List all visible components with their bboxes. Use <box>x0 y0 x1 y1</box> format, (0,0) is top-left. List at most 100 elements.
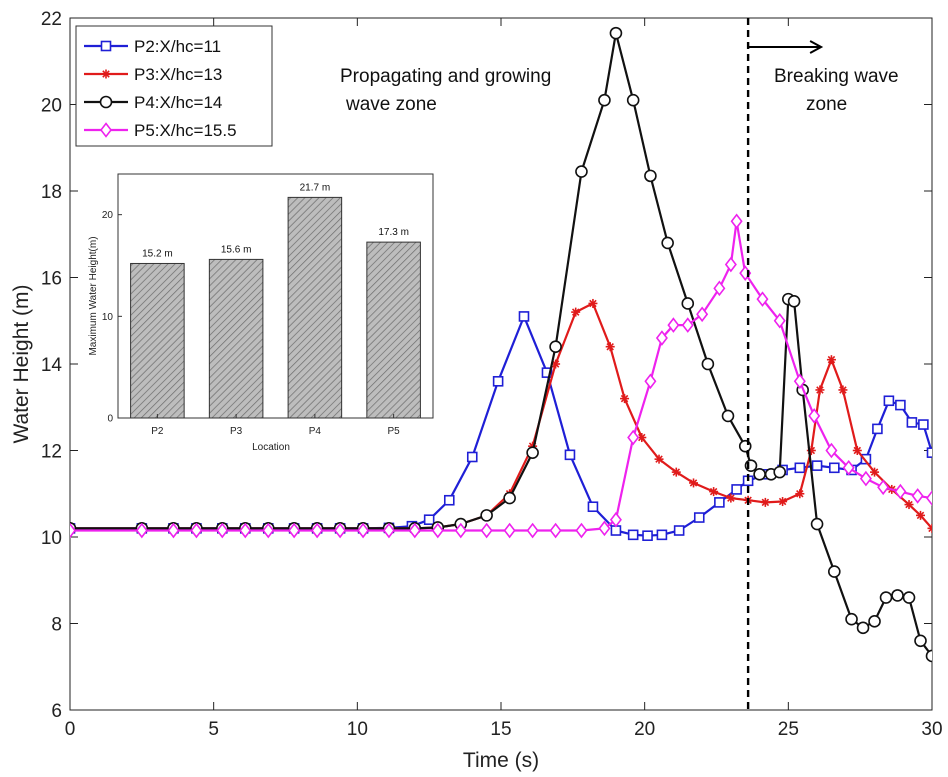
data-point <box>503 491 516 505</box>
legend-entry: P3:X/hc=13 <box>84 65 222 84</box>
x-axis: 0 5 10 15 20 25 30 <box>65 18 943 740</box>
y-tick-label: 14 <box>41 355 63 376</box>
data-point <box>894 483 907 500</box>
legend-entry: P2:X/hc=11 <box>84 37 221 56</box>
data-point <box>872 423 883 435</box>
legend-label: P2:X/hc=11 <box>134 37 221 56</box>
data-point <box>644 373 657 390</box>
data-point <box>382 522 395 539</box>
data-point <box>609 511 622 528</box>
data-point <box>756 291 769 307</box>
data-point <box>605 342 615 352</box>
y-axis: 6 8 10 12 14 16 18 20 22 <box>41 9 932 722</box>
data-point <box>609 26 623 40</box>
data-point <box>480 522 493 539</box>
data-point <box>838 385 848 395</box>
data-point <box>829 462 840 474</box>
y-tick-label: 22 <box>41 9 62 30</box>
x-axis-label: Time (s) <box>463 749 539 772</box>
data-point <box>541 367 553 378</box>
legend-marker <box>99 95 113 109</box>
data-point <box>443 494 455 506</box>
inset-bar <box>130 262 185 419</box>
data-point <box>911 488 924 504</box>
data-point <box>773 312 786 329</box>
data-point <box>644 169 657 183</box>
data-point <box>564 449 576 461</box>
data-point <box>877 479 890 496</box>
annotation-left-line1: Propagating and growing <box>340 66 551 87</box>
data-point <box>262 522 275 539</box>
legend-marker <box>99 122 113 138</box>
data-point <box>828 565 841 578</box>
data-point <box>454 522 467 539</box>
legend-label: P3:X/hc=13 <box>134 65 222 84</box>
data-point <box>826 355 836 365</box>
data-point <box>778 497 788 507</box>
legend-label: P4:X/hc=14 <box>134 93 222 112</box>
y-axis-label: Water Height (m) <box>10 284 33 443</box>
y-tick-label: 12 <box>41 442 62 463</box>
data-point <box>810 517 824 531</box>
inset-bar-value-label: 15.2 m <box>142 248 173 259</box>
data-point <box>825 442 838 459</box>
inset-bar-value-label: 15.6 m <box>221 244 252 255</box>
data-point <box>859 470 872 487</box>
data-point <box>895 399 906 411</box>
legend: P2:X/hc=11 P3:X/hc=13 P4:X/hc=14 P5:X/hc=15… <box>75 25 273 147</box>
y-tick-label: 16 <box>41 269 62 290</box>
data-point <box>879 591 893 604</box>
data-point <box>423 514 435 526</box>
data-point <box>239 522 252 539</box>
data-point <box>713 280 726 297</box>
data-point <box>918 419 929 430</box>
inset-x-tick-label: P2 <box>151 426 164 437</box>
data-point <box>842 459 855 476</box>
x-tick-label: 20 <box>634 719 655 740</box>
data-point <box>673 525 685 536</box>
data-point <box>926 447 932 458</box>
inset-bar-chart: 15.2 m P2 15.6 m P3 21.7 m P4 17.3 m P5 0 10 20 L… <box>88 173 434 453</box>
data-point <box>598 93 611 107</box>
data-point <box>856 621 870 635</box>
data-point <box>492 375 504 387</box>
data-point <box>526 522 539 539</box>
annotation-left-line2: wave zone <box>345 94 437 115</box>
data-point <box>925 649 932 663</box>
data-point <box>726 493 736 503</box>
inset-bar-value-label: 21.7 m <box>300 182 331 193</box>
inset-x-tick-label: P3 <box>230 426 243 437</box>
data-point <box>518 311 530 322</box>
data-point <box>311 522 324 539</box>
data-point <box>914 634 927 648</box>
data-point <box>661 236 674 250</box>
inset-y-axis-label: Maximum Water Height(m) <box>88 236 99 355</box>
data-point <box>701 357 715 371</box>
data-point <box>642 530 653 542</box>
data-point <box>696 306 709 323</box>
data-point <box>656 529 668 541</box>
zone-arrow-icon <box>748 40 824 54</box>
data-point <box>431 522 444 539</box>
y-tick-label: 8 <box>51 615 62 636</box>
data-point <box>927 523 932 533</box>
data-point <box>693 512 705 523</box>
data-point <box>70 522 77 539</box>
data-point <box>794 462 806 474</box>
legend-entry: P5:X/hc=15.5 <box>84 121 237 140</box>
data-point <box>689 478 699 488</box>
data-point <box>731 484 742 495</box>
data-point <box>795 489 805 499</box>
x-tick-label: 10 <box>347 719 368 740</box>
data-point <box>721 409 735 423</box>
x-tick-label: 25 <box>778 719 799 740</box>
data-point <box>627 429 640 446</box>
x-tick-label: 0 <box>65 719 76 740</box>
y-tick-label: 20 <box>41 96 62 117</box>
inset-bar <box>287 196 343 419</box>
data-point <box>575 522 588 539</box>
data-point <box>620 394 630 404</box>
series-line <box>70 31 932 657</box>
data-point <box>904 500 914 510</box>
